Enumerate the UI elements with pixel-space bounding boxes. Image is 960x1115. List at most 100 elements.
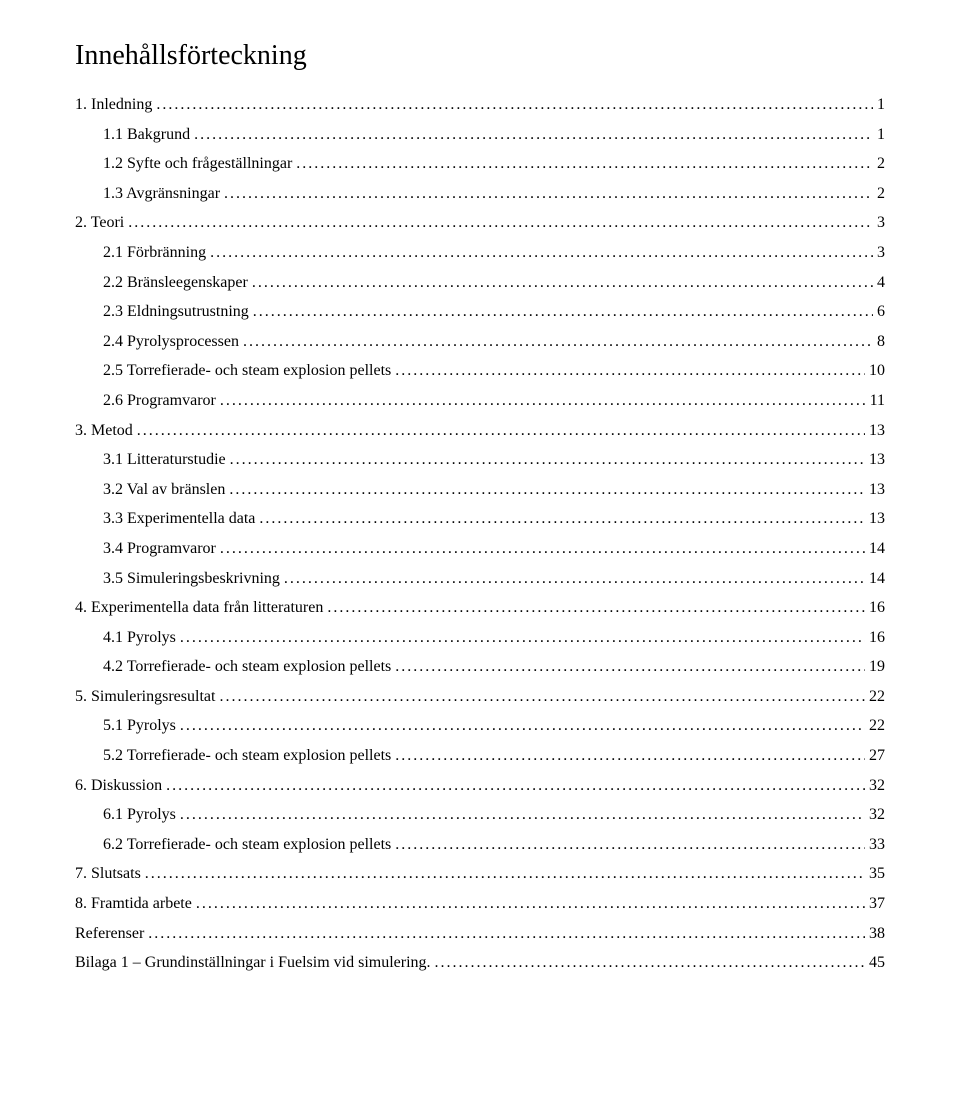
toc-entry-label: 3.2 Val av bränslen xyxy=(103,477,225,503)
toc-entry: 6.2 Torrefierade- och steam explosion pe… xyxy=(75,832,885,858)
toc-leader-dots xyxy=(259,506,865,532)
toc-entry: 5.2 Torrefierade- och steam explosion pe… xyxy=(75,743,885,769)
toc-entry-label: 4. Experimentella data från litteraturen xyxy=(75,595,323,621)
toc-leader-dots xyxy=(210,240,873,266)
toc-entry-page: 38 xyxy=(869,921,885,947)
toc-entry: 3.1 Litteraturstudie13 xyxy=(75,447,885,473)
toc-entry: 3.2 Val av bränslen 13 xyxy=(75,477,885,503)
toc-entry-label: 5.2 Torrefierade- och steam explosion pe… xyxy=(103,743,391,769)
toc-entry-label: 4.1 Pyrolys xyxy=(103,625,176,651)
toc-entry: 4.2 Torrefierade- och steam explosion pe… xyxy=(75,654,885,680)
toc-entry-page: 33 xyxy=(869,832,885,858)
toc-entry: 2.2 Bränsleegenskaper 4 xyxy=(75,270,885,296)
toc-entry-label: 3.3 Experimentella data xyxy=(103,506,255,532)
toc-leader-dots xyxy=(180,802,865,828)
toc-entry-page: 1 xyxy=(877,122,885,148)
toc-entry-page: 32 xyxy=(869,773,885,799)
toc-entry-label: 5.1 Pyrolys xyxy=(103,713,176,739)
toc-entry: 3.3 Experimentella data13 xyxy=(75,506,885,532)
toc-entry-page: 22 xyxy=(869,713,885,739)
toc-leader-dots xyxy=(220,388,866,414)
toc-entry: 6. Diskussion32 xyxy=(75,773,885,799)
toc-entry: 3. Metod 13 xyxy=(75,418,885,444)
toc-leader-dots xyxy=(128,210,873,236)
toc-entry: 3.5 Simuleringsbeskrivning14 xyxy=(75,566,885,592)
toc-entry: 2.1 Förbränning3 xyxy=(75,240,885,266)
toc-leader-dots xyxy=(253,299,873,325)
toc-leader-dots xyxy=(196,891,865,917)
toc-entry-label: 4.2 Torrefierade- och steam explosion pe… xyxy=(103,654,391,680)
toc-entry: 1.2 Syfte och frågeställningar2 xyxy=(75,151,885,177)
toc-entry-page: 13 xyxy=(869,418,885,444)
toc-entry-label: 2.6 Programvaror xyxy=(103,388,216,414)
toc-entry-label: 3.1 Litteraturstudie xyxy=(103,447,226,473)
toc-entry-page: 1 xyxy=(877,92,885,118)
toc-entry-label: 6.1 Pyrolys xyxy=(103,802,176,828)
toc-entry: 1. Inledning 1 xyxy=(75,92,885,118)
toc-entry: 1.3 Avgränsningar 2 xyxy=(75,181,885,207)
toc-entry-page: 16 xyxy=(869,625,885,651)
toc-entry-page: 2 xyxy=(877,181,885,207)
toc-entry-page: 14 xyxy=(869,536,885,562)
toc-entry: Bilaga 1 – Grundinställningar i Fuelsim … xyxy=(75,950,885,976)
toc-entry: 8. Framtida arbete37 xyxy=(75,891,885,917)
toc-leader-dots xyxy=(180,625,865,651)
toc-entry-label: 1.2 Syfte och frågeställningar xyxy=(103,151,292,177)
toc-entry-page: 3 xyxy=(877,240,885,266)
toc-entry-label: 2.2 Bränsleegenskaper xyxy=(103,270,248,296)
toc-leader-dots xyxy=(156,92,873,118)
toc-entry: 4.1 Pyrolys 16 xyxy=(75,625,885,651)
toc-entry-label: 8. Framtida arbete xyxy=(75,891,192,917)
toc-leader-dots xyxy=(220,536,865,562)
toc-entry-label: Referenser xyxy=(75,921,144,947)
toc-entry-label: 1.3 Avgränsningar xyxy=(103,181,220,207)
toc-entry-page: 27 xyxy=(869,743,885,769)
toc-entry-label: 3.4 Programvaror xyxy=(103,536,216,562)
toc-entry: 2.3 Eldningsutrustning6 xyxy=(75,299,885,325)
toc-leader-dots xyxy=(395,743,865,769)
toc-entry-label: 6.2 Torrefierade- och steam explosion pe… xyxy=(103,832,391,858)
toc-entry-label: 1. Inledning xyxy=(75,92,152,118)
toc-leader-dots xyxy=(224,181,873,207)
toc-entry-page: 32 xyxy=(869,802,885,828)
toc-entry: 7. Slutsats35 xyxy=(75,861,885,887)
toc-leader-dots xyxy=(219,684,865,710)
toc-entry: Referenser 38 xyxy=(75,921,885,947)
toc-leader-dots xyxy=(284,566,865,592)
toc-leader-dots xyxy=(230,447,865,473)
toc-leader-dots xyxy=(229,477,865,503)
toc-entry: 6.1 Pyrolys 32 xyxy=(75,802,885,828)
toc-entry-label: 3.5 Simuleringsbeskrivning xyxy=(103,566,280,592)
toc-entry-page: 6 xyxy=(877,299,885,325)
toc-leader-dots xyxy=(395,358,865,384)
toc-leader-dots xyxy=(148,921,865,947)
toc-leader-dots xyxy=(166,773,865,799)
toc-leader-dots xyxy=(145,861,865,887)
toc-leader-dots xyxy=(137,418,865,444)
toc-entry: 2. Teori3 xyxy=(75,210,885,236)
toc-leader-dots xyxy=(327,595,865,621)
toc-entry-label: 1.1 Bakgrund xyxy=(103,122,190,148)
toc-entry-page: 35 xyxy=(869,861,885,887)
toc-leader-dots xyxy=(395,654,865,680)
toc-entry-label: 2.4 Pyrolysprocessen xyxy=(103,329,239,355)
toc-entry: 2.4 Pyrolysprocessen 8 xyxy=(75,329,885,355)
toc-entry-page: 19 xyxy=(869,654,885,680)
toc-title: Innehållsförteckning xyxy=(75,40,885,72)
toc-entry-label: 2. Teori xyxy=(75,210,124,236)
toc-entry: 4. Experimentella data från litteraturen… xyxy=(75,595,885,621)
toc-entry: 2.5 Torrefierade- och steam explosion pe… xyxy=(75,358,885,384)
toc-entry-label: 2.5 Torrefierade- och steam explosion pe… xyxy=(103,358,391,384)
toc-entry-page: 8 xyxy=(877,329,885,355)
toc-leader-dots xyxy=(296,151,873,177)
toc-entry-page: 45 xyxy=(869,950,885,976)
toc-entry: 1.1 Bakgrund 1 xyxy=(75,122,885,148)
toc-entry: 5. Simuleringsresultat22 xyxy=(75,684,885,710)
toc-leader-dots xyxy=(435,950,865,976)
toc-entry-page: 13 xyxy=(869,477,885,503)
toc-leader-dots xyxy=(395,832,865,858)
toc-entry-label: 3. Metod xyxy=(75,418,133,444)
toc-entry-label: 5. Simuleringsresultat xyxy=(75,684,215,710)
toc-entry-page: 11 xyxy=(870,388,885,414)
toc-entry-page: 4 xyxy=(877,270,885,296)
